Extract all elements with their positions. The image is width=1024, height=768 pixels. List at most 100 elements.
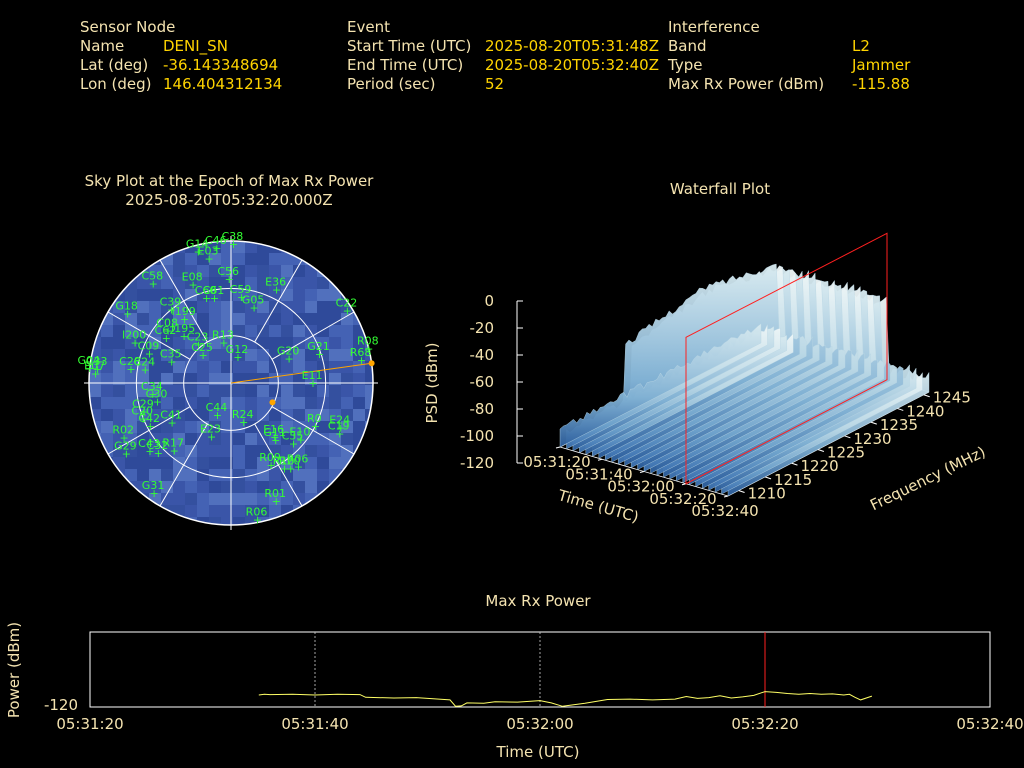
sky-cell: [161, 445, 173, 457]
sky-cell: [305, 505, 317, 517]
satellite-label: C38: [222, 230, 244, 243]
waterfall-y-tick-label: 1225: [827, 443, 865, 461]
sky-cell: [257, 301, 269, 313]
sky-cell: [209, 277, 221, 289]
satellite-label: G05: [242, 294, 265, 307]
sky-cell: [353, 445, 365, 457]
satellite-c35b: +C35: [282, 429, 304, 450]
satellite-c61: +C61: [203, 284, 225, 305]
sky-cell: [113, 373, 125, 385]
satellite-label: E36: [265, 275, 286, 288]
sky-cell: [329, 445, 341, 457]
sky-cell: [161, 421, 173, 433]
sky-cell: [113, 409, 125, 421]
band-value: L2: [852, 37, 870, 55]
sky-cell: [317, 505, 329, 517]
sky-cell: [329, 325, 341, 337]
satellite-label: C61: [203, 284, 225, 297]
sky-cell: [245, 397, 257, 409]
sky-cell: [269, 265, 281, 277]
sky-cell: [173, 469, 185, 481]
satellite-marker: +: [168, 417, 177, 430]
sky-cell: [257, 385, 269, 397]
satellite-marker: +: [122, 448, 131, 461]
sky-cell: [89, 493, 101, 505]
lon-value: 146.404312134: [163, 75, 283, 93]
sky-cell: [173, 385, 185, 397]
satellite-e10: +E10: [289, 426, 310, 447]
sky-cell: [197, 517, 209, 525]
sky-cell: [341, 253, 353, 265]
sky-cell: [305, 265, 317, 277]
sky-cell: [101, 289, 113, 301]
sky-cell: [161, 457, 173, 469]
sky-cell: [269, 349, 281, 361]
sky-cell: [233, 493, 245, 505]
sky-cell: [293, 469, 305, 481]
jammer-marker: [368, 360, 375, 367]
sky-cell: [209, 301, 221, 313]
sky-cell: [341, 265, 353, 277]
sky-cell: [197, 385, 209, 397]
sky-cell: [113, 313, 125, 325]
sky-cell: [341, 481, 353, 493]
satellite-marker: +: [271, 434, 280, 447]
satellite-c19: +C19: [328, 420, 350, 441]
sky-cell: [365, 481, 373, 493]
waterfall-x-tick-label: 05:31:20: [523, 453, 590, 471]
satellite-marker: +: [308, 377, 317, 390]
satellite-c09: +C09: [138, 339, 160, 360]
waterfall-z-tick-label: -80: [470, 400, 495, 418]
satellite-g05: +G05: [242, 294, 265, 315]
sky-cell: [185, 385, 197, 397]
satellite-label: G11: [263, 426, 286, 439]
sky-cell: [305, 433, 317, 445]
sky-cell: [257, 337, 269, 349]
sky-cell: [209, 481, 221, 493]
sky-cell: [269, 493, 281, 505]
sky-cell: [281, 337, 293, 349]
sky-cell: [185, 505, 197, 517]
sensor-node-info: Sensor Node Name DENI_SN Lat (deg) -36.143…: [80, 18, 282, 94]
waterfall-y-tick: [738, 490, 745, 494]
sky-cell: [341, 313, 353, 325]
sky-cell: [257, 361, 269, 373]
sky-cell: [197, 481, 209, 493]
sensor-node-title: Sensor Node: [80, 18, 176, 36]
sky-cell: [353, 373, 365, 385]
satellite-c34: +C34: [141, 380, 163, 401]
satellite-marker: +: [167, 303, 176, 316]
satellite-marker: +: [284, 352, 293, 365]
waterfall-z-tick-label: -60: [470, 373, 495, 391]
sky-cell: [185, 421, 197, 433]
sky-cell: [173, 337, 185, 349]
sky-cell: [161, 481, 173, 493]
sky-cell: [329, 433, 341, 445]
satellite-label: G31: [142, 479, 165, 492]
satellite-label: C33: [86, 355, 108, 368]
sky-cell: [209, 445, 221, 457]
sky-cell: [113, 349, 125, 361]
sky-cell: [209, 505, 221, 517]
sky-cell: [221, 349, 233, 361]
sky-cell: [365, 265, 373, 277]
period-value: 52: [485, 75, 505, 93]
sky-cell: [269, 433, 281, 445]
sky-cell: [305, 457, 317, 469]
sky-cell: [197, 325, 209, 337]
sky-cell: [209, 397, 221, 409]
satellite-c35: +C35: [160, 347, 182, 368]
sky-cell: [161, 349, 173, 361]
sky-cell: [89, 313, 101, 325]
sky-cell: [281, 433, 293, 445]
name-label: Name: [80, 37, 125, 55]
satellite-r0: +R0: [307, 412, 322, 433]
sky-cell: [197, 409, 209, 421]
sky-cell: [269, 337, 281, 349]
sky-cell: [185, 469, 197, 481]
satellite-marker: +: [213, 409, 222, 422]
satellite-c60: +C60: [195, 284, 217, 305]
satellite-label: C25: [191, 341, 213, 354]
sky-cell: [173, 445, 185, 457]
